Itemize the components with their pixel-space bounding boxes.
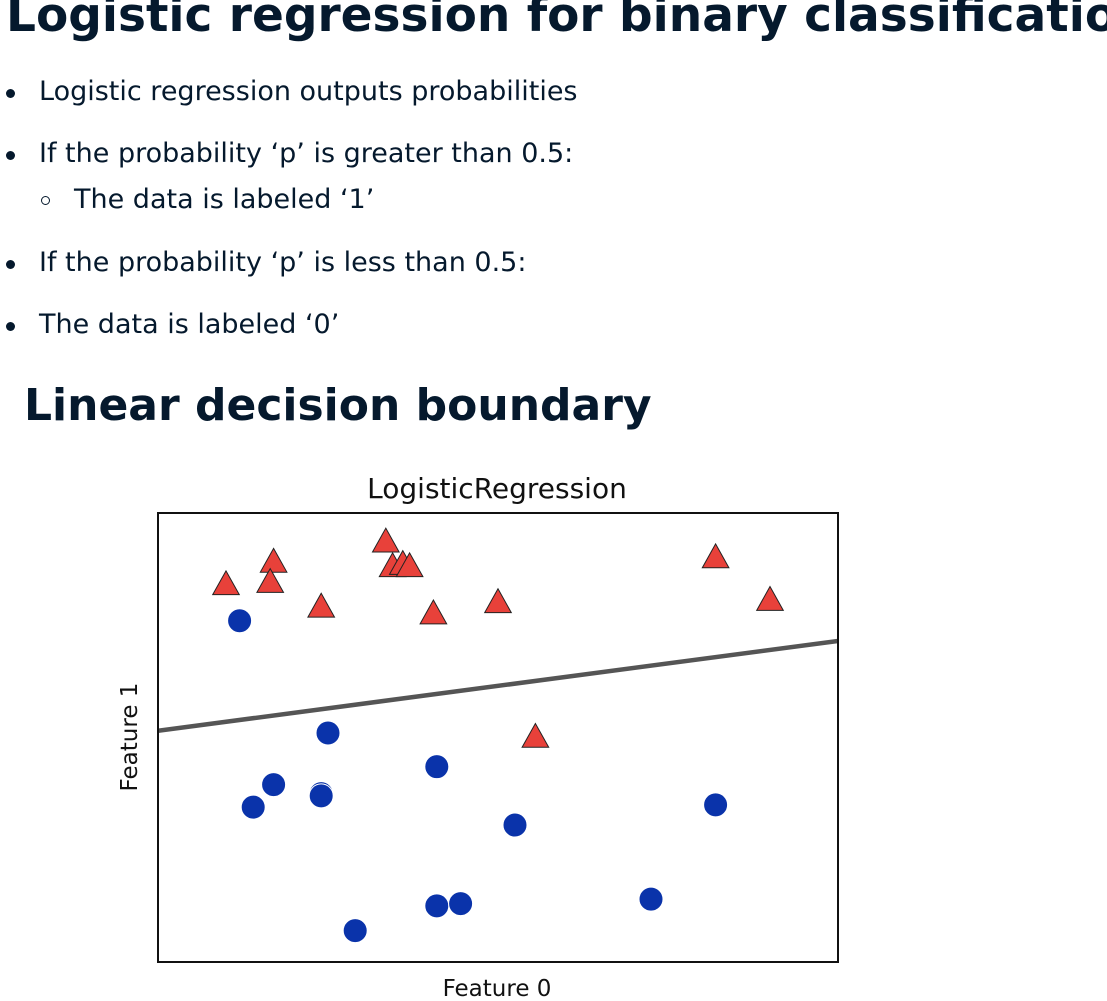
class-0-circle-point — [261, 772, 287, 798]
bullet-text: The data is labeled ‘1’ — [74, 184, 375, 215]
bullet-text: If the probability ‘p’ is greater than 0… — [39, 138, 574, 169]
class-0-circle-point — [240, 794, 266, 820]
class-0-circle-point — [638, 886, 664, 912]
logistic-regression-chart: LogisticRegression Feature 0 Feature 1 — [117, 472, 839, 1001]
class-1-triangle-point — [701, 542, 730, 569]
class-1-triangle-point — [211, 569, 241, 596]
bullet-dot-icon — [6, 260, 15, 269]
bullet-dot-icon — [6, 151, 15, 160]
class-1-triangle-point — [371, 527, 400, 553]
section-subtitle: Linear decision boundary — [24, 380, 652, 431]
class-1-triangle-point — [419, 599, 448, 625]
bullet-ring-icon — [41, 196, 50, 205]
class-1-triangle-point — [521, 722, 550, 748]
bullet-text: The data is labeled ‘0’ — [39, 309, 340, 340]
class-0-circle-point — [424, 754, 450, 780]
decision-boundary-line — [158, 638, 838, 733]
plot-frame — [157, 512, 839, 963]
chart-title: LogisticRegression — [367, 472, 627, 505]
slide-title: Logistic regression for binary classific… — [6, 0, 1107, 43]
class-1-triangle-point — [256, 567, 285, 593]
class-1-triangle-point — [755, 585, 785, 611]
bullet-text: If the probability ‘p’ is less than 0.5: — [39, 247, 527, 278]
x-axis-label: Feature 0 — [443, 976, 552, 1001]
class-1-triangle-point — [259, 547, 288, 573]
class-0-circle-point — [502, 812, 528, 838]
class-0-circle-point — [308, 783, 334, 809]
class-0-circle-point — [342, 918, 368, 944]
class-1-triangle-point — [483, 587, 513, 614]
y-axis-label: Feature 1 — [117, 683, 143, 792]
bullet-dot-icon — [6, 322, 15, 331]
class-0-circle-point — [227, 608, 253, 634]
class-0-circle-point — [424, 893, 450, 919]
class-0-circle-point — [448, 891, 474, 917]
bullet-dot-icon — [6, 89, 15, 98]
bullet-text: Logistic regression outputs probabilitie… — [39, 76, 578, 107]
class-1-triangle-point — [395, 551, 424, 578]
class-0-circle-point — [703, 792, 729, 818]
class-1-triangle-point — [307, 592, 336, 618]
class-0-circle-point — [315, 720, 341, 746]
